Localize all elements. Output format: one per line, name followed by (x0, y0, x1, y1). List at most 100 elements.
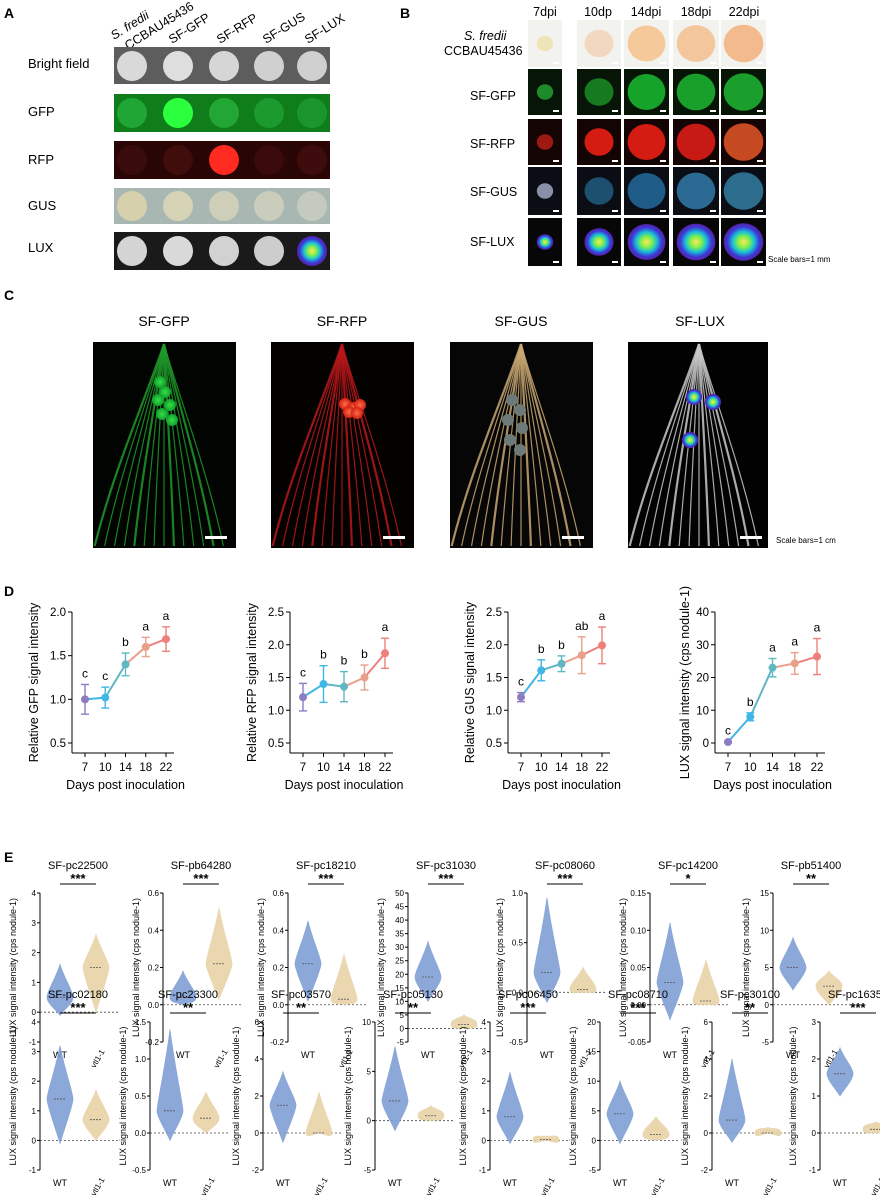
violin (294, 920, 322, 1003)
scale-bar (553, 160, 559, 162)
nodule (351, 407, 363, 419)
colony (297, 145, 327, 175)
significance-letter: c (102, 669, 108, 683)
nodule (536, 234, 554, 250)
y-tick-label: 0.15 (630, 889, 646, 898)
y-tick-label: -5 (397, 1038, 405, 1047)
y-tick-label: 1.0 (135, 1055, 147, 1064)
scale-bar (612, 210, 618, 212)
nodule (627, 173, 666, 209)
y-tick-label: 0 (704, 1129, 709, 1138)
colony (209, 51, 239, 81)
y-axis-label: LUX signal intensity (cps nodule-1) (788, 1026, 798, 1165)
chart-title: SF-pc05130 (383, 989, 443, 1001)
group-label: vtl1-1 (869, 1176, 880, 1198)
y-tick-label: 0 (32, 1136, 37, 1145)
nodule (676, 123, 716, 161)
row-label: SF-GUS (470, 185, 517, 199)
y-tick-label: 5 (592, 1107, 597, 1116)
x-tick-label: 7 (300, 762, 306, 774)
strain-label: SF-GUS (260, 10, 307, 47)
nodule (536, 134, 554, 150)
x-tick-label: 7 (725, 762, 731, 774)
y-tick-label: 2 (32, 1077, 37, 1086)
group-label: WT (786, 1050, 800, 1060)
significance-letter: a (163, 609, 170, 623)
scale-bar (710, 110, 716, 112)
y-tick-label: 5 (400, 1011, 405, 1020)
y-axis-label: Relative GFP signal intensity (27, 602, 41, 762)
significance-letter: b (320, 648, 327, 662)
scale-note: Scale bars=1 mm (768, 255, 831, 264)
y-tick-label: 5 (367, 1067, 372, 1076)
y-tick-label: 2 (812, 1055, 817, 1064)
significance-letter: a (814, 621, 821, 635)
y-axis-label: Relative GUS signal intensity (463, 601, 477, 763)
y-tick-label: 2.0 (50, 607, 66, 619)
nodule (159, 386, 171, 398)
y-tick-label: 0.2 (273, 964, 285, 973)
nodule (504, 434, 516, 446)
scale-bar (562, 536, 584, 539)
data-point (724, 738, 732, 747)
panel-a: S. fredii CCBAU45436 SF-GFP SF-RFP SF-GU… (28, 0, 348, 270)
nodule (584, 78, 614, 106)
x-tick-label: 18 (575, 762, 588, 774)
group-label: vtl1-1 (424, 1176, 442, 1198)
y-tick-label: 10 (760, 926, 769, 935)
violin-chart: -5 0 5 10 15 20 LUX signal intensity (cps nodu… (568, 989, 678, 1197)
chart-title: SF-pc30100 (720, 989, 780, 1001)
colony (254, 236, 284, 266)
significance-stars: *** (318, 871, 334, 886)
y-tick-label: -1 (29, 1038, 37, 1047)
y-tick-label: 0.2 (148, 964, 160, 973)
scale-bar (660, 261, 666, 263)
root (519, 343, 532, 547)
data-point (557, 659, 566, 668)
data-point (537, 666, 546, 675)
x-axis-label: Days post inoculation (502, 778, 621, 792)
group-label: WT (725, 1178, 739, 1188)
nodule (686, 389, 702, 405)
y-tick-label: 0.5 (50, 738, 66, 750)
violin (169, 970, 197, 1006)
group-label: WT (388, 1178, 402, 1188)
colony (297, 98, 327, 128)
y-tick-label: -0.5 (509, 1038, 523, 1047)
x-tick-label: 14 (766, 762, 779, 774)
data-point (517, 693, 525, 702)
scale-bar (660, 62, 666, 64)
group-label: WT (503, 1178, 517, 1188)
y-tick-label: 2 (32, 949, 37, 958)
y-tick-label: 0.0 (512, 988, 524, 997)
significance-letter: c (82, 666, 88, 680)
data-point (101, 693, 110, 702)
x-tick-label: 7 (82, 762, 88, 774)
scale-bar (612, 160, 618, 162)
root (93, 343, 166, 547)
nodule (506, 394, 518, 406)
scale-bar (757, 261, 763, 263)
x-tick-label: 22 (811, 762, 824, 774)
row-label: RFP (28, 152, 54, 167)
significance-stars: ** (408, 1000, 419, 1015)
y-tick-label: 1.0 (486, 705, 502, 717)
y-tick-label: 1.0 (512, 889, 524, 898)
x-tick-label: 22 (596, 762, 609, 774)
violin-chart: -0.5 0.0 0.5 1.0 1.5 LUX signal intensity (cp… (118, 989, 228, 1197)
x-tick-label: 14 (119, 762, 132, 774)
colony (254, 145, 284, 175)
y-tick-label: 2 (255, 1092, 260, 1101)
y-tick-label: 50 (395, 889, 404, 898)
y-tick-label: 2.5 (486, 607, 502, 619)
data-point (141, 642, 150, 651)
y-tick-label: 1.0 (268, 705, 284, 717)
significance-stars: ** (806, 871, 817, 886)
series-line (124, 646, 147, 666)
colony (163, 98, 193, 128)
y-tick-label: 6 (255, 1018, 260, 1027)
root (450, 343, 523, 547)
group-label: WT (421, 1050, 435, 1060)
chart-title: SF-pb51400 (781, 860, 842, 872)
root (143, 343, 165, 547)
